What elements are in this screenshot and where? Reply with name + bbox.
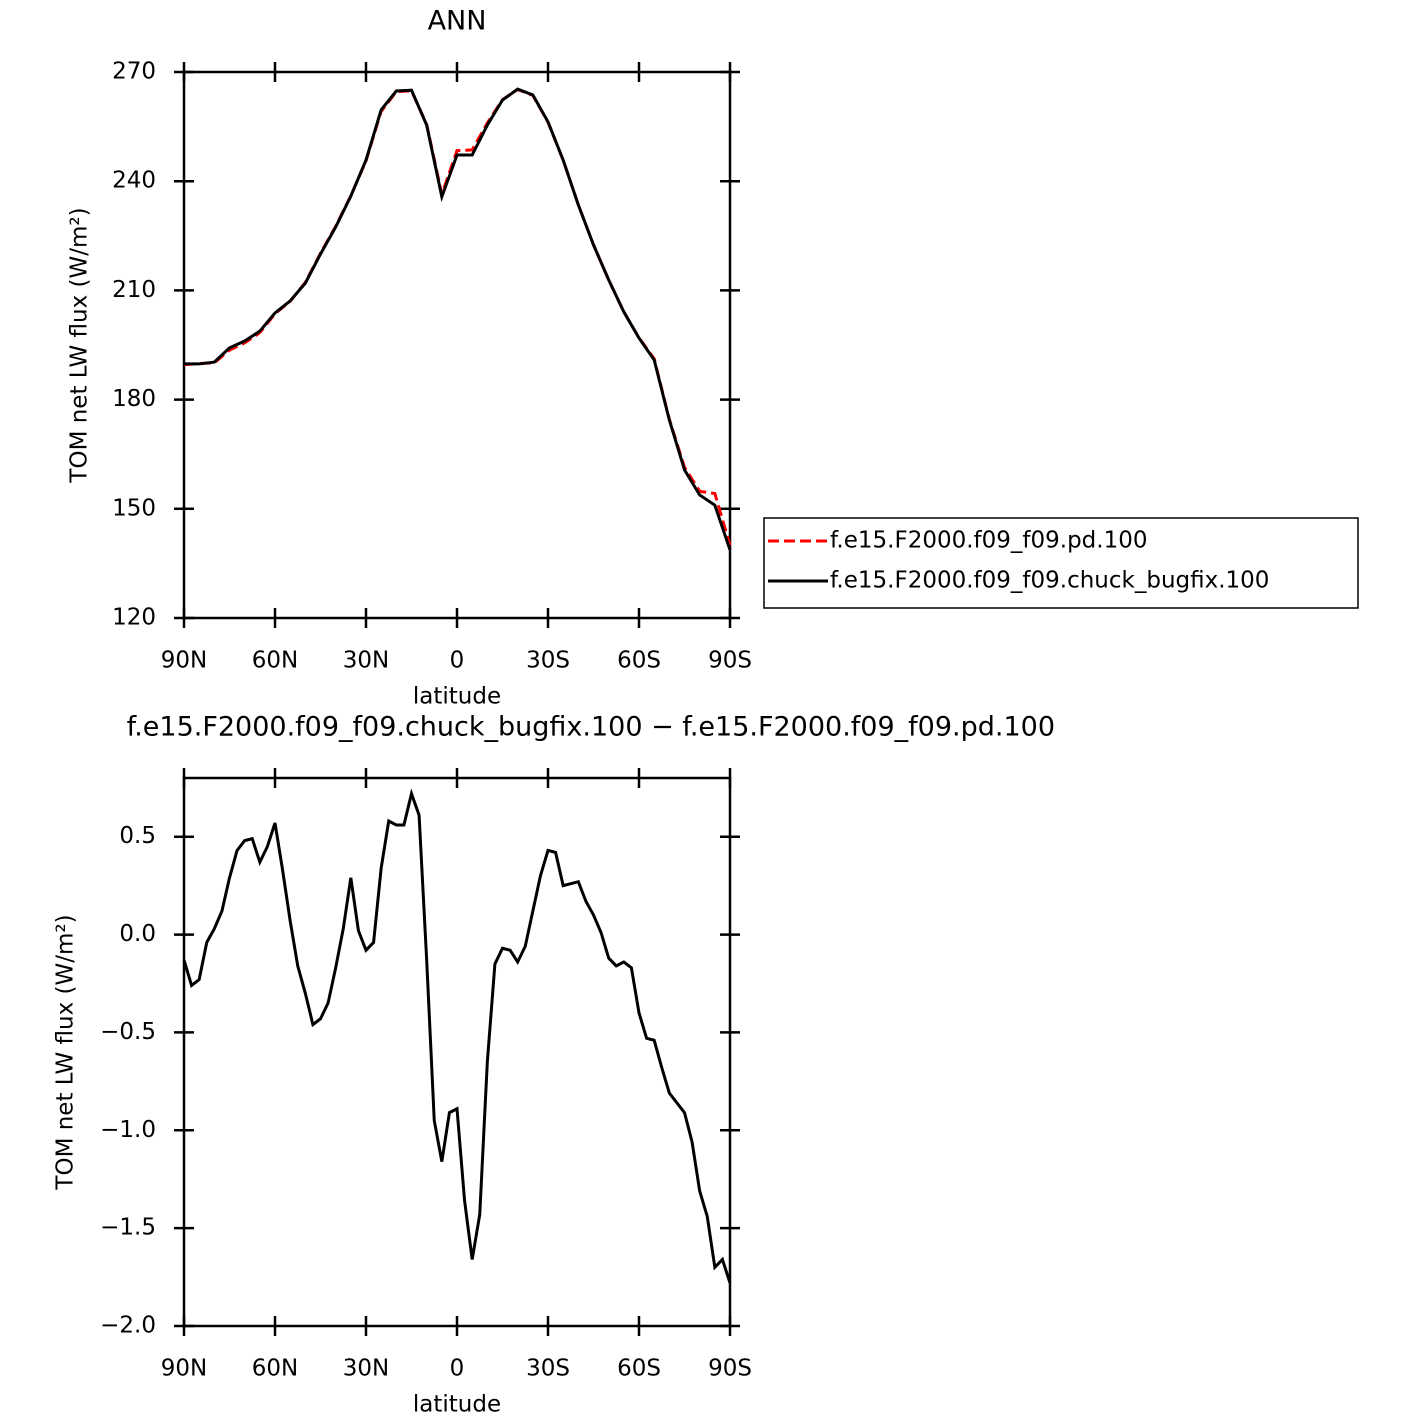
y-tick-label: 120 — [112, 605, 156, 631]
data-line — [182, 788, 732, 1284]
x-tick-label: 90N — [161, 1356, 207, 1382]
y-axis-label: TOM net LW flux (W/m²) — [53, 914, 79, 1190]
x-tick-label: 60S — [617, 1356, 661, 1382]
y-axis-label: TOM net LW flux (W/m²) — [67, 207, 93, 483]
x-tick-label: 30N — [343, 1356, 389, 1382]
y-tick-label: −1.0 — [100, 1117, 156, 1143]
y-tick-label: 270 — [112, 59, 156, 85]
x-tick-label: 60N — [252, 1356, 298, 1382]
x-tick-label: 30S — [526, 648, 570, 674]
x-tick-label: 90N — [161, 648, 207, 674]
x-axis-label: latitude — [413, 1392, 501, 1418]
plot-frame — [182, 776, 732, 1328]
data-line — [183, 87, 732, 546]
y-tick-label: 240 — [112, 168, 156, 194]
chart-title: f.e15.F2000.f09_f09.chuck_bugfix.100 − f… — [127, 712, 1055, 743]
data-line — [184, 87, 732, 551]
x-tick-label: 30S — [526, 1356, 570, 1382]
y-tick-label: 0.0 — [119, 921, 156, 947]
x-tick-label: 30N — [343, 648, 389, 674]
x-tick-label: 90S — [708, 1356, 752, 1382]
y-tick-label: 210 — [112, 277, 156, 303]
legend-label: f.e15.F2000.f09_f09.chuck_bugfix.100 — [830, 568, 1269, 594]
plot-frame — [182, 70, 732, 620]
x-tick-label: 0 — [450, 648, 465, 674]
chart-title: ANN — [428, 6, 487, 37]
legend-label: f.e15.F2000.f09_f09.pd.100 — [830, 528, 1148, 554]
y-tick-label: −1.5 — [100, 1215, 156, 1241]
y-tick-label: −2.0 — [100, 1313, 156, 1339]
y-tick-label: 0.5 — [119, 823, 156, 849]
x-axis-label: latitude — [413, 684, 501, 710]
x-tick-label: 0 — [450, 1356, 465, 1382]
legend-box — [763, 517, 1359, 609]
x-tick-label: 90S — [708, 648, 752, 674]
x-tick-label: 60S — [617, 648, 661, 674]
y-tick-label: 180 — [112, 386, 156, 412]
y-tick-label: −0.5 — [100, 1019, 156, 1045]
y-tick-label: 150 — [112, 495, 156, 521]
x-tick-label: 60N — [252, 648, 298, 674]
